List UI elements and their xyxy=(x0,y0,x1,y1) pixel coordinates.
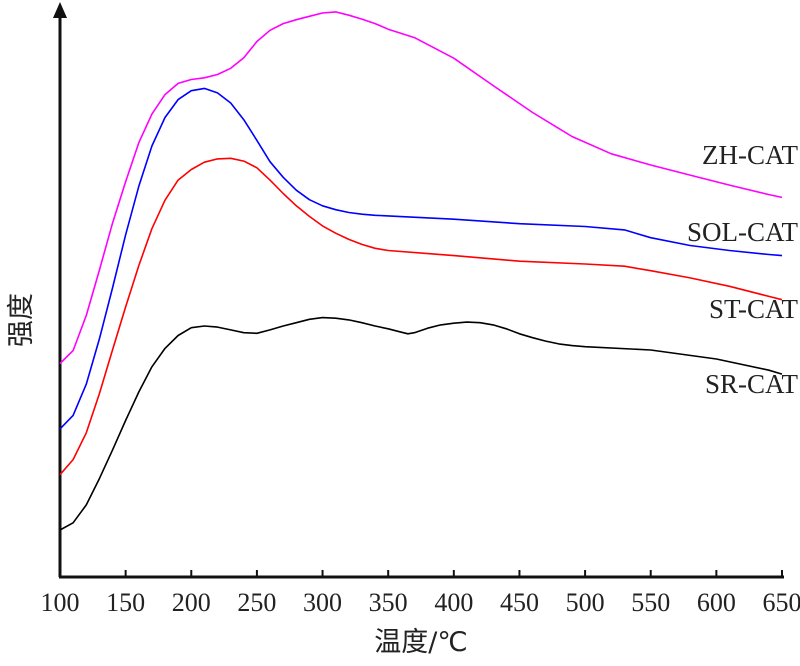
x-tick-label-200: 200 xyxy=(172,588,211,617)
x-tick-label-650: 650 xyxy=(763,588,800,617)
series-labels: ZH-CAT SOL-CAT ST-CAT SR-CAT xyxy=(687,140,799,399)
series-label-sol-cat: SOL-CAT xyxy=(687,217,799,247)
series-label-zh-cat: ZH-CAT xyxy=(702,140,798,170)
series-lines xyxy=(59,11,783,531)
x-tick-label-400: 400 xyxy=(434,588,473,617)
x-tick-label-450: 450 xyxy=(500,588,539,617)
axes xyxy=(53,2,784,579)
x-tick-label-500: 500 xyxy=(566,588,605,617)
x-tick-label-600: 600 xyxy=(697,588,736,617)
series-label-st-cat: ST-CAT xyxy=(709,294,799,324)
x-tick-label-550: 550 xyxy=(631,588,670,617)
x-tick-label-250: 250 xyxy=(237,588,276,617)
x-tick-labels: 100 150 200 250 300 350 400 450 500 550 600 650 xyxy=(41,588,800,617)
x-tick-label-300: 300 xyxy=(303,588,342,617)
y-axis-arrow xyxy=(53,2,67,18)
series-line-st-cat xyxy=(59,157,783,476)
x-tick-label-100: 100 xyxy=(41,588,80,617)
x-ticks xyxy=(59,570,783,577)
x-tick-label-350: 350 xyxy=(369,588,408,617)
series-line-zh-cat xyxy=(59,11,783,365)
series-label-sr-cat: SR-CAT xyxy=(705,369,799,399)
series-line-sr-cat xyxy=(59,316,783,531)
x-axis-title: 温度/℃ xyxy=(374,627,467,658)
y-axis-title: 强度 xyxy=(6,293,37,347)
series-line-sol-cat xyxy=(59,87,783,430)
x-tick-label-150: 150 xyxy=(106,588,145,617)
